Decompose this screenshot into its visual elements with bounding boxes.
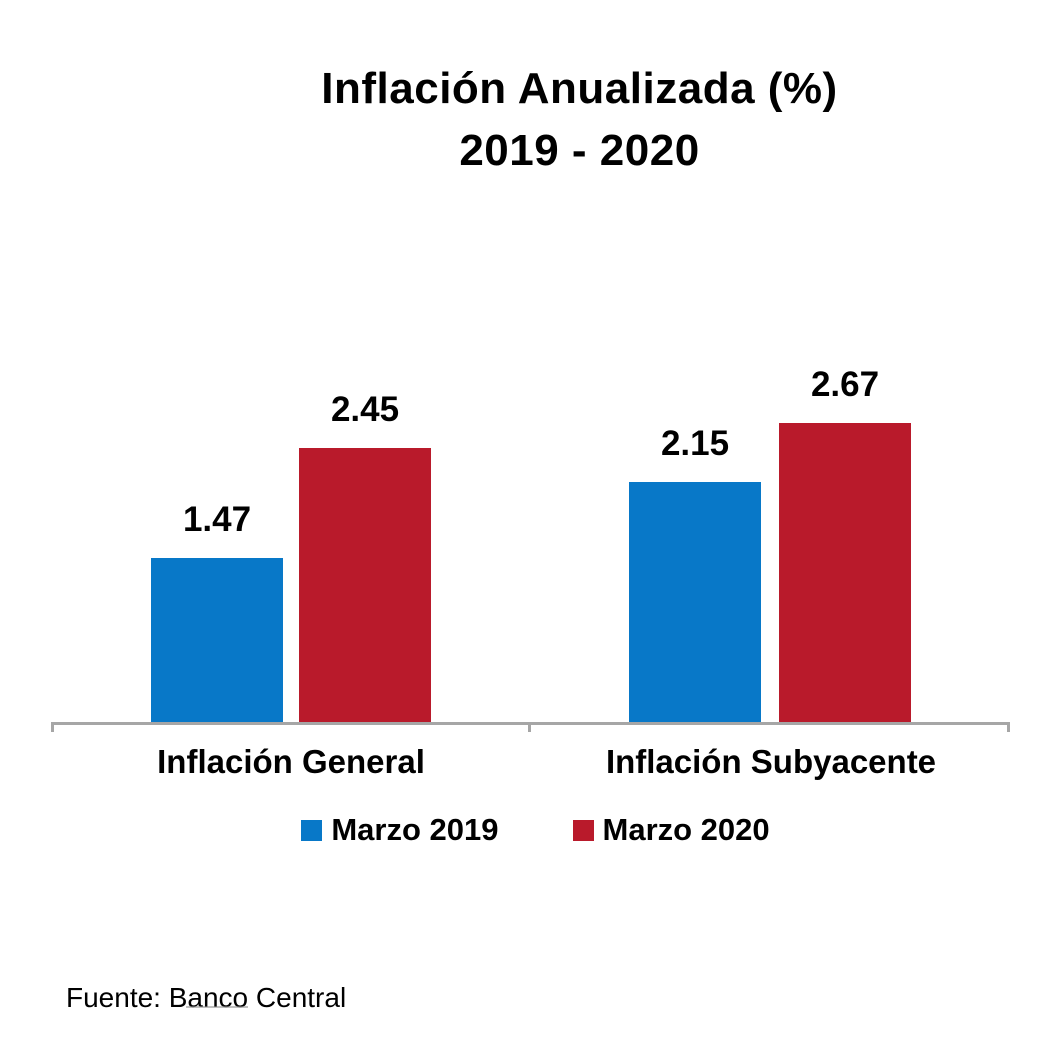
value-label-marzo-2020-inflacion-subyacente: 2.67	[810, 365, 880, 404]
value-label-marzo-2019-inflacion-general: 1.47	[182, 500, 252, 539]
category-label-inflacion-general: Inflación General	[157, 743, 425, 780]
chart-title-line2: 2019 - 2020	[459, 126, 700, 176]
x-axis-tick-middle	[528, 722, 531, 732]
chart-title: Inflación Anualizada (%) 2019 - 2020	[0, 58, 1059, 183]
underline-artifact	[186, 1006, 248, 1008]
legend-item-marzo-2020: Marzo 2020	[572, 812, 770, 848]
bar-marzo-2019-inflacion-subyacente	[629, 482, 761, 723]
value-label-marzo-2020-inflacion-general: 2.45	[330, 390, 400, 429]
x-axis-tick-left	[51, 722, 54, 732]
bar-marzo-2019-inflacion-general	[151, 558, 283, 723]
legend-swatch-marzo-2019	[301, 819, 323, 841]
legend-label-marzo-2019: Marzo 2019	[331, 812, 499, 847]
value-label-marzo-2019-inflacion-subyacente: 2.15	[660, 424, 730, 463]
bar-marzo-2020-inflacion-general	[299, 448, 431, 723]
x-axis-tick-right	[1007, 722, 1010, 732]
legend-item-marzo-2019: Marzo 2019	[301, 812, 499, 848]
category-label-inflacion-subyacente: Inflación Subyacente	[605, 743, 937, 780]
legend-swatch-marzo-2020	[572, 819, 594, 841]
legend: Marzo 2019 Marzo 2020	[0, 812, 1059, 848]
bar-marzo-2020-inflacion-subyacente	[779, 423, 911, 723]
chart-title-line1: Inflación Anualizada (%)	[321, 64, 838, 113]
legend-label-marzo-2020: Marzo 2020	[602, 812, 770, 847]
source-note: Fuente: Banco Central	[66, 982, 347, 1013]
